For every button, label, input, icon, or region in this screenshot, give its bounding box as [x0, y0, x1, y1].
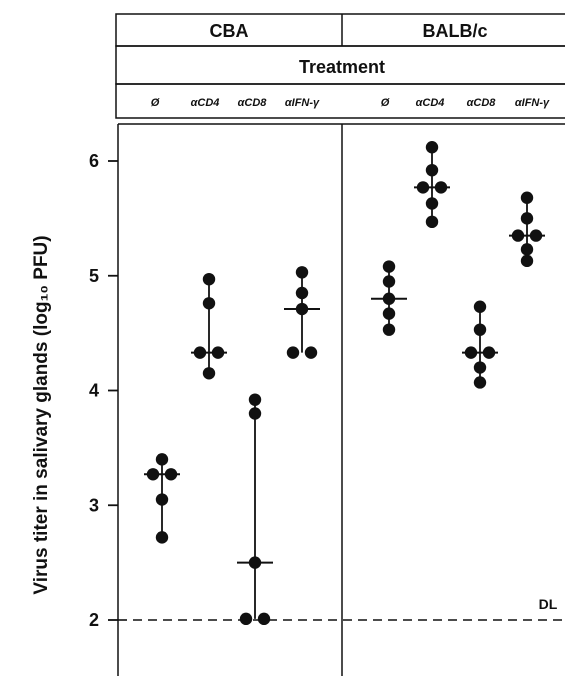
y-tick-label: 4 — [89, 381, 99, 401]
header-treatment-labels-row — [115, 83, 565, 119]
y-axis-label: Virus titer in salivary glands (log₁₀ PF… — [31, 235, 52, 594]
y-tick-label: 2 — [89, 610, 99, 630]
data-point — [248, 393, 262, 406]
data-point — [473, 361, 487, 374]
data-point — [464, 346, 478, 359]
data-point — [295, 266, 309, 279]
data-point — [248, 407, 262, 420]
treatment-label-balbc-none: Ø — [381, 97, 390, 109]
group-marks — [237, 393, 273, 626]
group-marks — [191, 272, 227, 380]
data-point — [473, 376, 487, 389]
y-tick-label: 3 — [89, 495, 99, 515]
data-point — [146, 468, 160, 481]
data-point — [425, 197, 439, 210]
data-point — [529, 229, 543, 242]
data-point — [520, 191, 534, 204]
group-marks — [284, 266, 320, 359]
strain-label-cba: CBA — [210, 21, 249, 41]
group-marks — [414, 141, 450, 229]
data-point — [511, 229, 525, 242]
data-point — [382, 260, 396, 273]
data-point — [473, 323, 487, 336]
data-point — [155, 493, 169, 506]
data-point — [155, 453, 169, 466]
treatment-header: Treatment — [299, 57, 385, 77]
data-point — [202, 272, 216, 286]
treatment-label-balbc-aifn: αIFN-γ — [515, 97, 550, 109]
treatment-label-balbc-acd8: αCD8 — [467, 97, 497, 109]
plot-frame — [117, 123, 565, 676]
data-point — [416, 181, 430, 194]
detection-limit-label: DL — [539, 596, 558, 612]
y-ticks: 2 3 4 5 6 — [89, 151, 118, 630]
data-point — [164, 468, 178, 481]
data-point — [202, 297, 216, 310]
data-point — [248, 556, 262, 569]
data-point — [520, 212, 534, 225]
strain-label-balbc: BALB/c — [422, 21, 487, 41]
treatment-label-cba-acd8: αCD8 — [238, 97, 268, 109]
data-point — [193, 346, 207, 359]
data-point — [155, 531, 169, 544]
data-point — [520, 243, 534, 256]
data-point — [304, 346, 318, 359]
data-point — [382, 275, 396, 288]
treatment-label-balbc-acd4: αCD4 — [416, 97, 445, 109]
data-point — [382, 307, 396, 320]
data-point — [520, 254, 534, 268]
data-point — [286, 346, 300, 359]
header-grid — [115, 13, 565, 119]
group-marks — [371, 260, 407, 336]
group-marks — [144, 453, 180, 544]
data-point — [202, 367, 216, 380]
data-point — [425, 215, 439, 229]
data-point — [382, 323, 396, 336]
data-marks — [144, 141, 545, 626]
treatment-label-cba-aifn: αIFN-γ — [285, 97, 320, 109]
data-point — [434, 181, 448, 194]
data-point — [295, 286, 309, 300]
data-point — [482, 346, 496, 359]
y-tick-label: 5 — [89, 266, 99, 286]
data-point — [211, 346, 225, 359]
data-point — [295, 302, 309, 316]
header-strain-row — [115, 13, 565, 47]
data-point — [425, 141, 439, 154]
data-point — [257, 612, 271, 626]
group-marks — [462, 300, 498, 389]
data-point — [239, 612, 253, 626]
data-point — [473, 300, 487, 313]
y-tick-label: 6 — [89, 151, 99, 171]
data-point — [425, 163, 439, 177]
treatment-label-cba-acd4: αCD4 — [191, 97, 220, 109]
data-point — [382, 292, 396, 305]
group-marks — [509, 191, 545, 268]
treatment-label-cba-none: Ø — [151, 97, 160, 109]
